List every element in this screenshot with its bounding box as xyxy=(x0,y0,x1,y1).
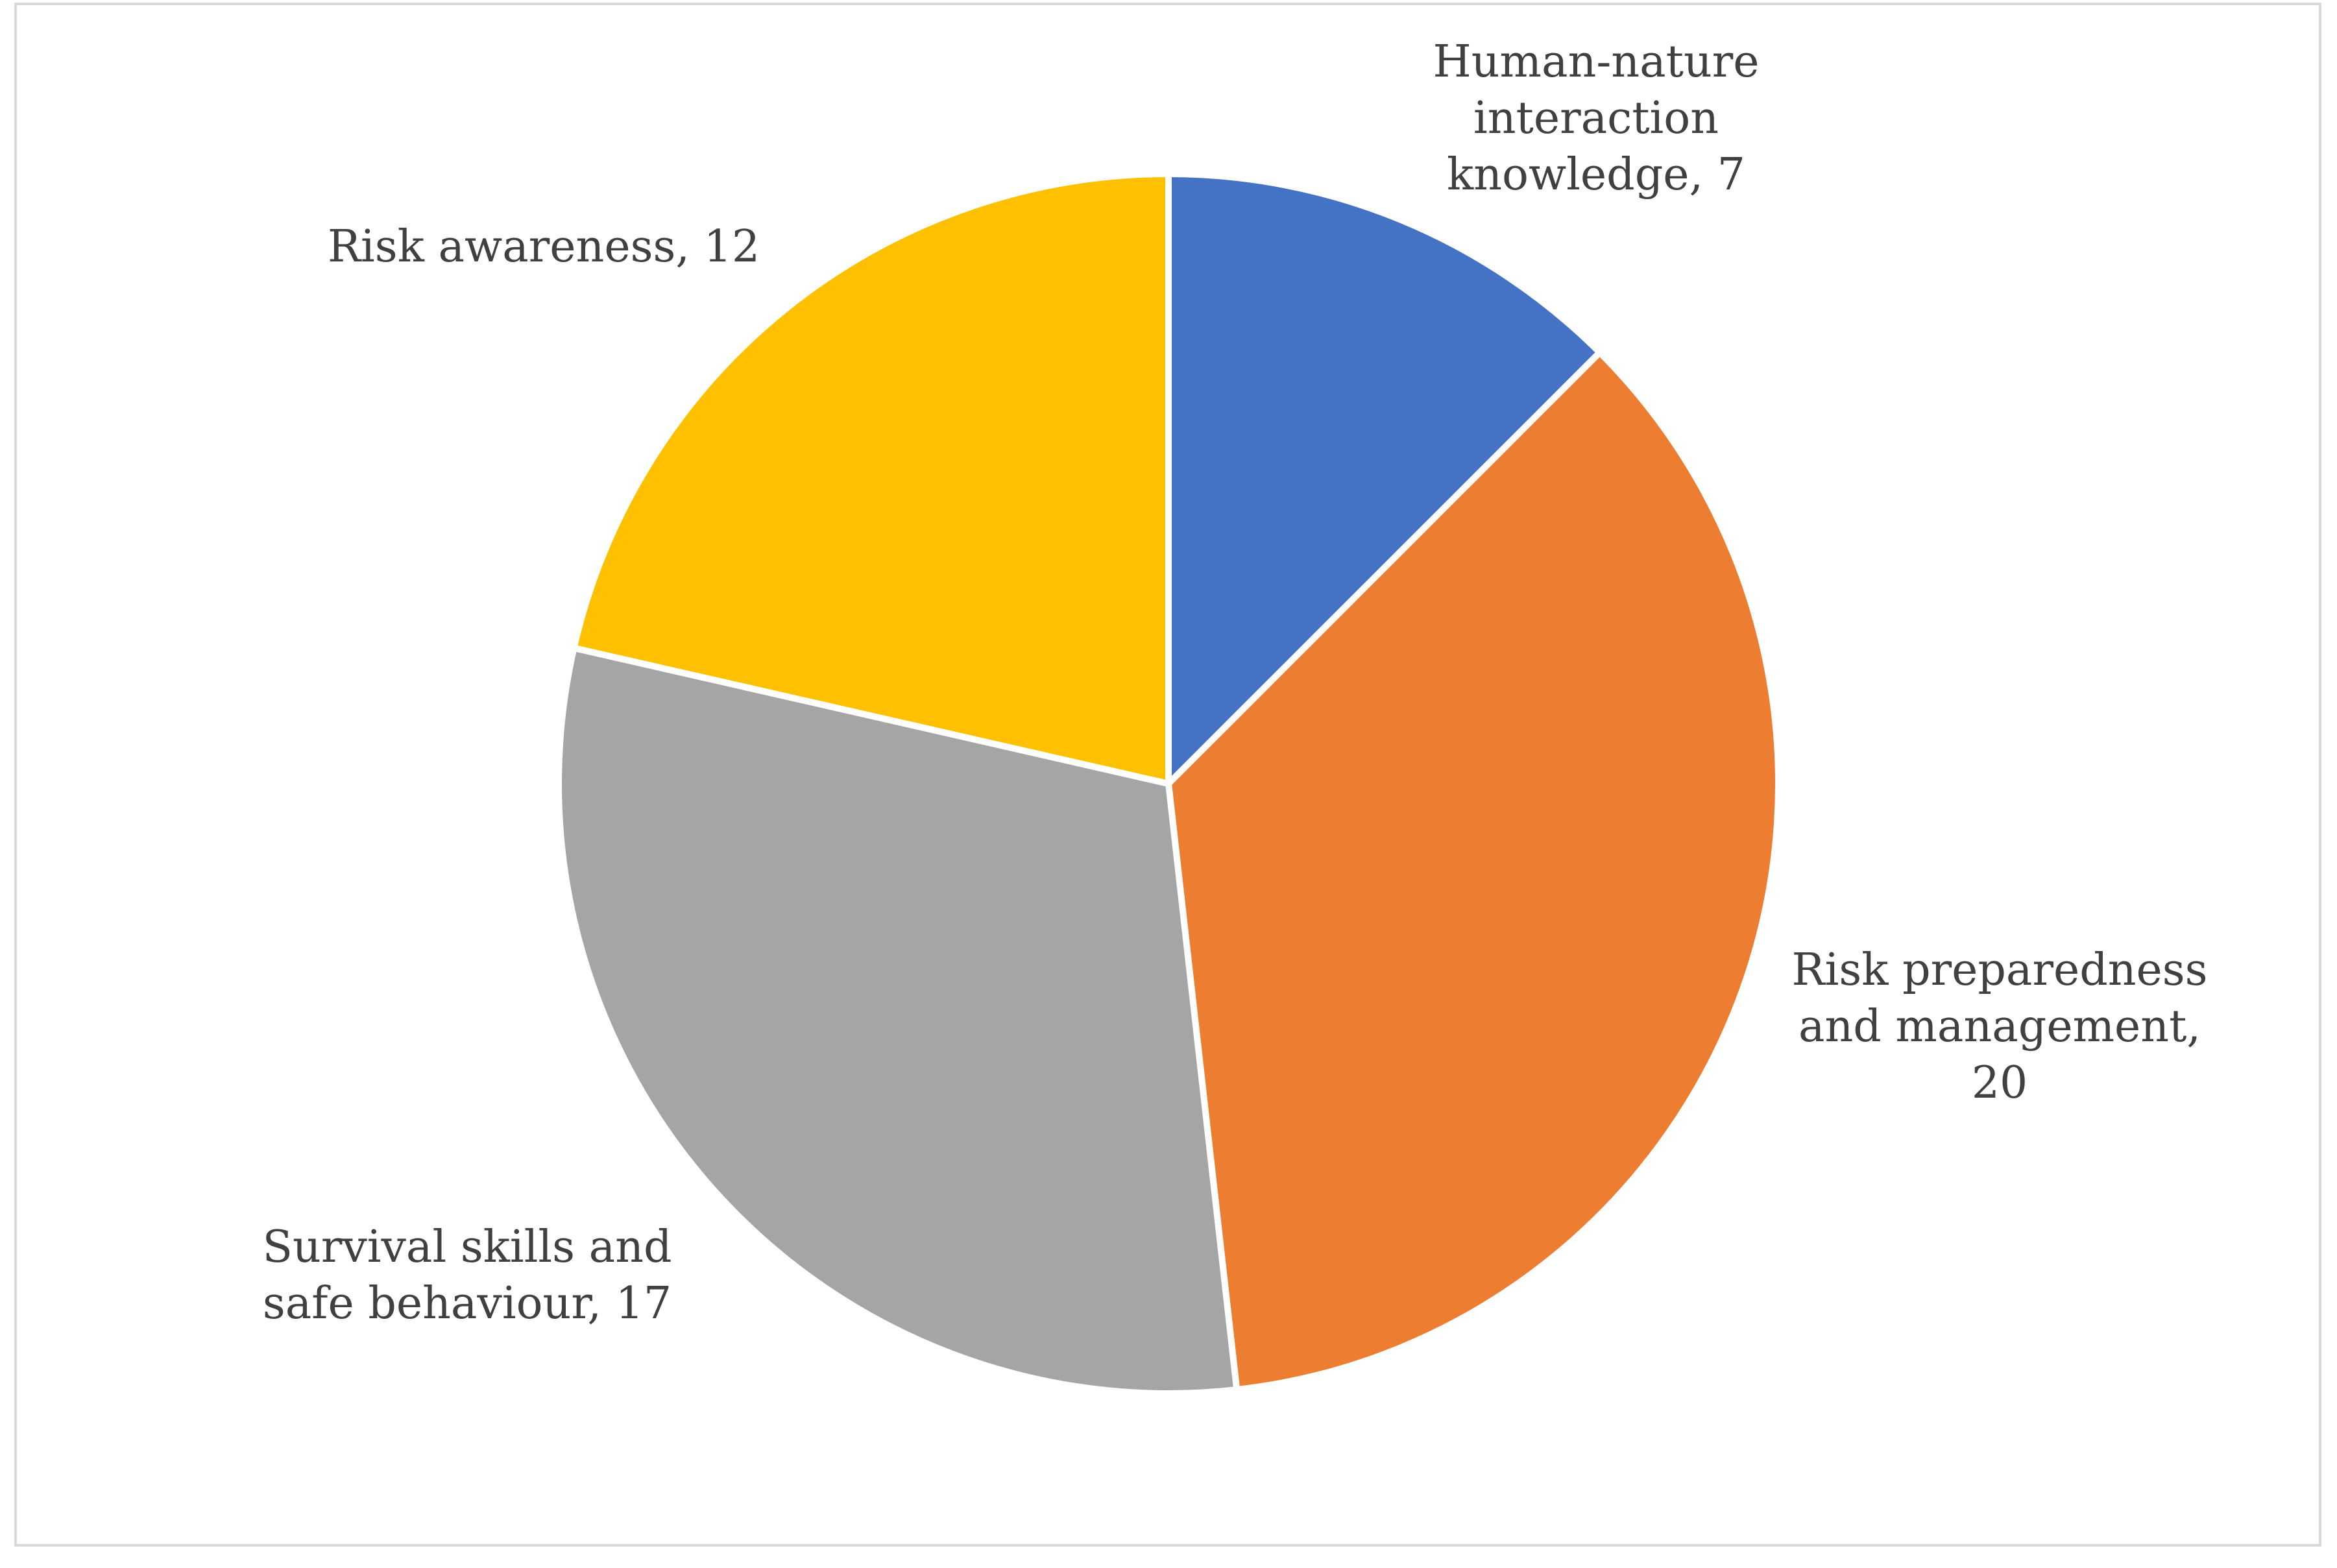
pie-slice-1 xyxy=(1165,171,1603,787)
data-label-line: Human-nature xyxy=(1433,36,1759,88)
data-label-2: Risk preparedness and management, 20 xyxy=(1791,945,2207,1109)
data-label-4: Risk awareness, 12 xyxy=(328,221,760,272)
data-label-line: Survival skills and xyxy=(262,1222,672,1273)
data-labels: Human-nature interaction knowledge, 7 Risk … xyxy=(262,36,2207,1329)
data-label-line: safe behaviour, 17 xyxy=(263,1278,672,1329)
data-label-line: 20 xyxy=(1972,1057,2028,1109)
data-label-line: Risk awareness, 12 xyxy=(328,221,760,272)
data-label-line: interaction xyxy=(1473,93,1719,144)
data-label-line: Risk preparedness xyxy=(1791,945,2207,996)
data-label-1: Human-nature interaction knowledge, 7 xyxy=(1433,36,1759,200)
pie-slice-2 xyxy=(1165,349,1782,1393)
data-label-3: Survival skills and safe behaviour, 17 xyxy=(262,1222,672,1329)
pie-slice-4 xyxy=(570,171,1172,787)
pie-slices xyxy=(555,171,1782,1397)
data-label-line: and management, xyxy=(1798,1001,2201,1052)
pie-slice-3 xyxy=(555,644,1241,1397)
data-label-line: knowledge, 7 xyxy=(1447,149,1745,200)
